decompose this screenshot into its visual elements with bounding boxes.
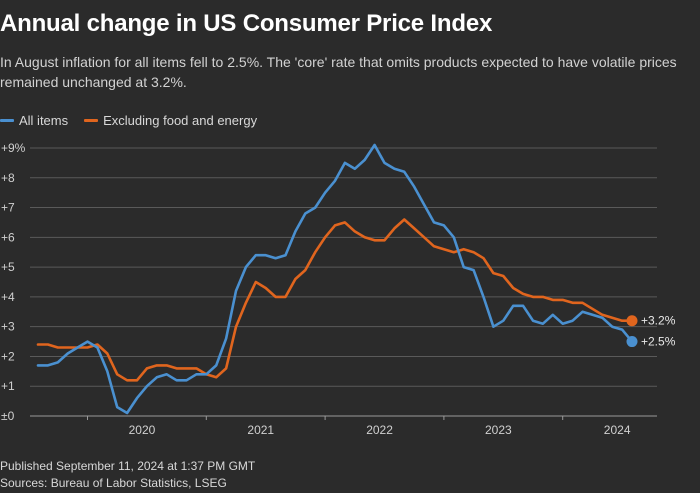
legend-label-all-items: All items [19, 112, 69, 128]
y-tick-label: +9% [1, 141, 26, 155]
chart-subtitle: In August inflation for all items fell t… [0, 54, 677, 90]
legend-swatch-core [84, 118, 99, 122]
end-marker-core [626, 315, 638, 327]
sources-note: Sources: Bureau of Labor Statistics, LSE… [0, 476, 227, 490]
x-tick-label: 2022 [366, 423, 393, 437]
y-tick-label: +4 [1, 290, 15, 304]
legend-item-all-items: All items [0, 113, 68, 128]
end-label-core: +3.2% [641, 314, 676, 328]
end-marker-all-items [626, 336, 638, 348]
end-label-all-items: +2.5% [641, 335, 676, 349]
chart-legend: All items Excluding food and energy [0, 111, 273, 129]
x-tick-label: 2021 [247, 423, 274, 437]
y-tick-label: +1 [1, 379, 15, 393]
y-tick-label: +5 [1, 260, 15, 274]
x-tick-label: 2023 [485, 423, 512, 437]
y-tick-label: +8 [1, 171, 15, 185]
legend-swatch-all-items [0, 118, 14, 122]
y-tick-label: +2 [1, 349, 15, 363]
legend-label-core: Excluding food and energy [103, 112, 258, 128]
y-tick-label: +3 [1, 320, 15, 334]
series-line-core [36, 218, 634, 382]
chart-title: Annual change in US Consumer Price Index [0, 10, 493, 37]
legend-item-core: Excluding food and energy [84, 113, 257, 128]
y-tick-label: ±0 [1, 409, 15, 423]
published-note: Published September 11, 2024 at 1:37 PM … [0, 459, 256, 473]
x-tick-label: 2020 [129, 423, 156, 437]
y-tick-label: +7 [1, 201, 15, 215]
series-line-all-items [36, 143, 634, 415]
x-tick-label: 2024 [604, 423, 631, 437]
y-tick-label: +6 [1, 230, 15, 244]
